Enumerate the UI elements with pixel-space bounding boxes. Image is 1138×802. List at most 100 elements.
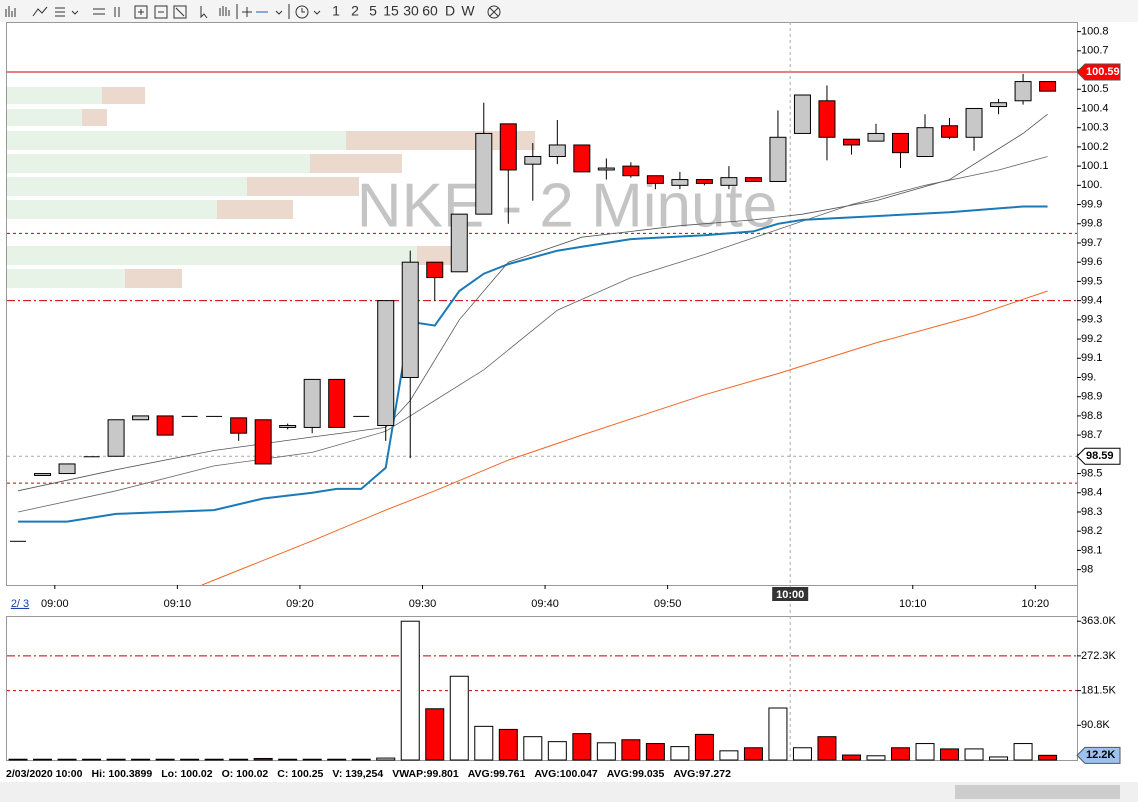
x-tick-label: 09:00 [41,598,69,610]
y-tick-label: 99.1 [1081,352,1102,364]
candle-body [990,102,1008,108]
y-tick-label: 100.8 [1081,26,1109,38]
candle-body [818,100,836,138]
candle-body [892,132,910,154]
x-tick-label: 09:10 [164,598,192,610]
interval-button[interactable]: W [461,3,475,19]
status-item: Lo: 100.02 [161,768,213,780]
volume-bar [131,758,151,761]
profile-buy [7,269,125,288]
price-marker [1076,447,1121,465]
y-tick-label: 99.5 [1081,275,1102,287]
interval-button[interactable]: D [445,3,455,19]
toolbar [0,0,1138,22]
candle-body [499,123,517,171]
volume-bar [841,754,861,761]
candle-body [622,165,640,177]
volume-bar [768,707,788,761]
status-item: AVG:100.047 [534,768,598,780]
volume-bar [302,758,322,761]
candle-body [328,378,346,428]
x-tick-label: 10:10 [899,598,927,610]
y-tick-label: 99.8 [1081,218,1102,230]
status-item: AVG:99.761 [468,768,526,780]
candle-body [303,378,321,428]
x-tick-label: 09:20 [286,598,314,610]
volume-bar [327,758,347,761]
volume-bar [523,736,543,761]
profile-buy [7,177,247,196]
y-tick-label: 98.3 [1081,506,1102,518]
profile-buy [7,131,346,150]
candle-body [181,415,198,417]
status-item: AVG:99.035 [607,768,665,780]
y-tick-label: 98.2 [1081,525,1102,537]
x-tick-label: 09:40 [531,598,559,610]
status-item: VWAP:99.801 [392,768,459,780]
indicator-line [201,290,1048,586]
candle-body [475,132,493,215]
interval-button[interactable]: 60 [422,3,438,19]
volume-bar [8,758,28,761]
y-tick-label: 363.0K [1081,615,1117,627]
status-item: 2/03/2020 10:00 [6,768,83,780]
candle-body [1039,81,1057,92]
volume-bar [572,733,592,761]
volume-bar [155,758,175,761]
volume-bar [915,743,935,761]
date-label: 2/ 3 [11,598,29,610]
y-tick-label: 99.7 [1081,237,1102,249]
volume-bar [33,758,53,761]
interval-button[interactable]: 1 [332,3,340,19]
candle-body [254,419,272,465]
price-marker [1076,746,1121,764]
candle-body [769,136,787,182]
toolbar-icons[interactable] [5,4,501,19]
y-tick-label: 98.8 [1081,410,1102,422]
y-tick-label: 272.3K [1081,650,1117,662]
candle-body [744,177,762,182]
scrollbar[interactable] [0,782,1138,802]
x-tick-label: 10:20 [1022,598,1050,610]
status-item: O: 100.02 [222,768,269,780]
volume-bar [743,747,763,761]
crosshair-label: 10:00 [776,589,804,601]
frames [6,22,1078,761]
indicator-line [17,156,1048,513]
interval-button[interactable]: 30 [403,3,419,19]
profile-sell [247,177,359,196]
candle-body [720,177,738,186]
y-tick-label: 98.5 [1081,467,1102,479]
indicator-line [18,205,1048,523]
candle-body [401,261,419,378]
volume-bar [964,748,984,761]
interval-button[interactable]: 15 [383,3,399,19]
status-item: C: 100.25 [277,768,323,780]
crosshair-box [772,587,809,601]
y-tick-label: 99.2 [1081,333,1102,345]
profile [7,87,535,288]
candle-body [671,179,689,186]
candle-body [426,261,444,279]
status-item: AVG:97.272 [673,768,731,780]
candle-body [916,127,934,158]
y-tick-label: 98.7 [1081,429,1102,441]
price-marker-label: 12.2K [1086,749,1115,761]
candle-body [206,415,223,417]
interval-button[interactable]: 2 [351,3,359,19]
candle-body [58,463,76,475]
profile-sell [417,246,455,265]
candle-body [353,415,370,417]
scroll-thumb[interactable] [955,785,1120,799]
volume-bar [351,758,371,761]
volume-bar [940,748,960,761]
volume-bar [1013,743,1033,761]
candle-body [548,144,566,158]
volume-bar [82,758,102,761]
y-tick-label: 181.5K [1081,685,1117,697]
volume-bar [498,728,518,761]
interval-button[interactable]: 5 [369,3,377,19]
watermark: NKE - 2 Minute [357,171,777,240]
volume-bar [376,757,396,761]
